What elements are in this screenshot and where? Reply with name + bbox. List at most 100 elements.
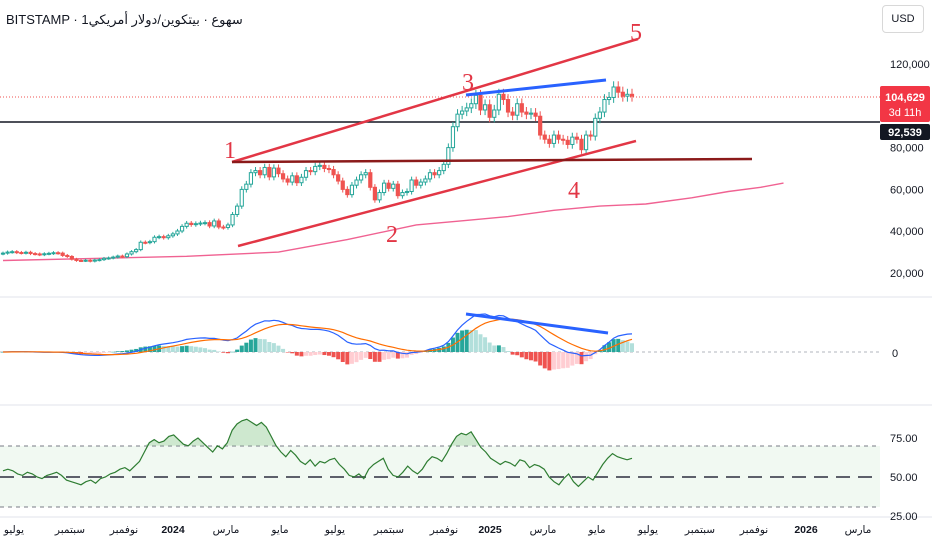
candle-body-down[interactable] [336,174,341,182]
candle[interactable] [193,221,198,227]
candle-body-down[interactable] [561,138,566,141]
candle-body-up[interactable] [92,259,97,262]
candle-body-down[interactable] [538,115,543,136]
macd-histogram-bar[interactable] [203,348,208,352]
macd-histogram-bar[interactable] [235,349,240,352]
macd-histogram-bar[interactable] [248,339,253,352]
macd-histogram-bar[interactable] [391,352,396,358]
candle-body-up[interactable] [464,107,469,112]
candle[interactable] [317,161,322,171]
candle-body-up[interactable] [83,259,88,262]
candle-body-up[interactable] [124,253,130,258]
candle-body-down[interactable] [414,179,419,186]
macd-histogram-bar[interactable] [570,352,575,366]
candle[interactable] [5,250,10,255]
candle[interactable] [60,251,65,257]
candle-body-up[interactable] [349,184,355,196]
candle-body-up[interactable] [129,251,134,255]
macd-histogram-bar[interactable] [469,329,474,352]
candle-body-up[interactable] [492,109,497,118]
macd-histogram-bar[interactable] [92,352,97,354]
candle[interactable] [189,220,194,227]
candle-body-up[interactable] [354,179,359,186]
candle-body-down[interactable] [574,136,580,140]
macd-histogram-bar[interactable] [102,352,107,353]
lower-channel-line[interactable] [237,139,637,248]
candle-body-down[interactable] [487,104,492,118]
macd-histogram-bar[interactable] [115,351,120,352]
macd-histogram-bar[interactable] [262,339,267,352]
support-line[interactable] [231,157,753,164]
candle[interactable] [469,98,474,114]
macd-histogram-bar[interactable] [326,352,331,356]
candle-body-up[interactable] [111,256,116,259]
candle-body-down[interactable] [331,169,336,176]
candle-body-up[interactable] [303,170,309,178]
candle-body-up[interactable] [198,222,203,225]
candle-body-up[interactable] [46,252,52,255]
macd-histogram-bar[interactable] [492,345,497,352]
macd-histogram-bar[interactable] [349,352,354,364]
macd-histogram-bar[interactable] [418,352,423,353]
macd-histogram-bar[interactable] [464,329,469,352]
macd-histogram-bar[interactable] [542,352,547,369]
candle-body-up[interactable] [10,251,15,254]
candle-body-up[interactable] [446,147,451,165]
candle[interactable] [28,250,33,256]
candle-body-up[interactable] [593,117,598,137]
candle-body-down[interactable] [386,182,391,189]
macd-histogram-bar[interactable] [120,351,125,352]
macd-histogram-bar[interactable] [359,352,364,360]
candle-body-down[interactable] [216,220,221,228]
upper-channel-line[interactable] [231,37,639,164]
candle-body-up[interactable] [602,99,607,113]
macd-histogram-bar[interactable] [106,352,111,353]
candle-body-down[interactable] [161,236,166,239]
macd-histogram-bar[interactable] [565,352,570,368]
candle-body-down[interactable] [276,167,281,175]
candle-body-down[interactable] [432,172,437,176]
candle[interactable] [267,163,272,181]
macd-histogram-bar[interactable] [180,346,185,352]
macd-histogram-bar[interactable] [313,352,318,356]
candle-body-down[interactable] [143,241,148,244]
macd-histogram-bar[interactable] [414,352,419,355]
candle[interactable] [313,162,318,176]
candle[interactable] [280,170,286,183]
macd-histogram-bar[interactable] [423,351,428,352]
macd-histogram-bar[interactable] [281,348,286,352]
macd-histogram-bar[interactable] [487,342,492,352]
candle-body-down[interactable] [510,111,515,116]
candle[interactable] [437,166,442,179]
macd-histogram-bar[interactable] [317,352,322,355]
candle-body-up[interactable] [170,233,175,237]
candle-body-down[interactable] [60,252,65,256]
macd-histogram-bar[interactable] [478,334,483,352]
macd-histogram-bar[interactable] [533,352,538,362]
candle[interactable] [111,255,116,260]
candle[interactable] [409,176,414,195]
macd-histogram-bar[interactable] [506,351,511,352]
candle[interactable] [556,130,561,144]
rsi-axis[interactable]: 75.00 50.00 25.00 [890,433,918,523]
candle-body-up[interactable] [359,174,364,181]
current-price-tag[interactable] [880,86,930,122]
macd-histogram-bar[interactable] [134,348,139,352]
candle[interactable] [395,180,400,199]
candle[interactable] [533,108,538,122]
macd-histogram-bar[interactable] [368,352,373,360]
candle[interactable] [42,252,47,257]
candle-body-down[interactable] [322,164,327,170]
candle-body-up[interactable] [377,192,382,201]
candle-body-up[interactable] [290,175,295,183]
price-divergence-line[interactable] [465,78,607,97]
candle[interactable] [616,81,621,98]
candle[interactable] [565,135,570,149]
candle[interactable] [198,220,203,226]
candle-body-up[interactable] [482,104,488,111]
candle[interactable] [524,107,529,120]
candle-body-up[interactable] [455,113,460,128]
candle[interactable] [423,175,428,186]
candle-body-up[interactable] [134,249,139,253]
